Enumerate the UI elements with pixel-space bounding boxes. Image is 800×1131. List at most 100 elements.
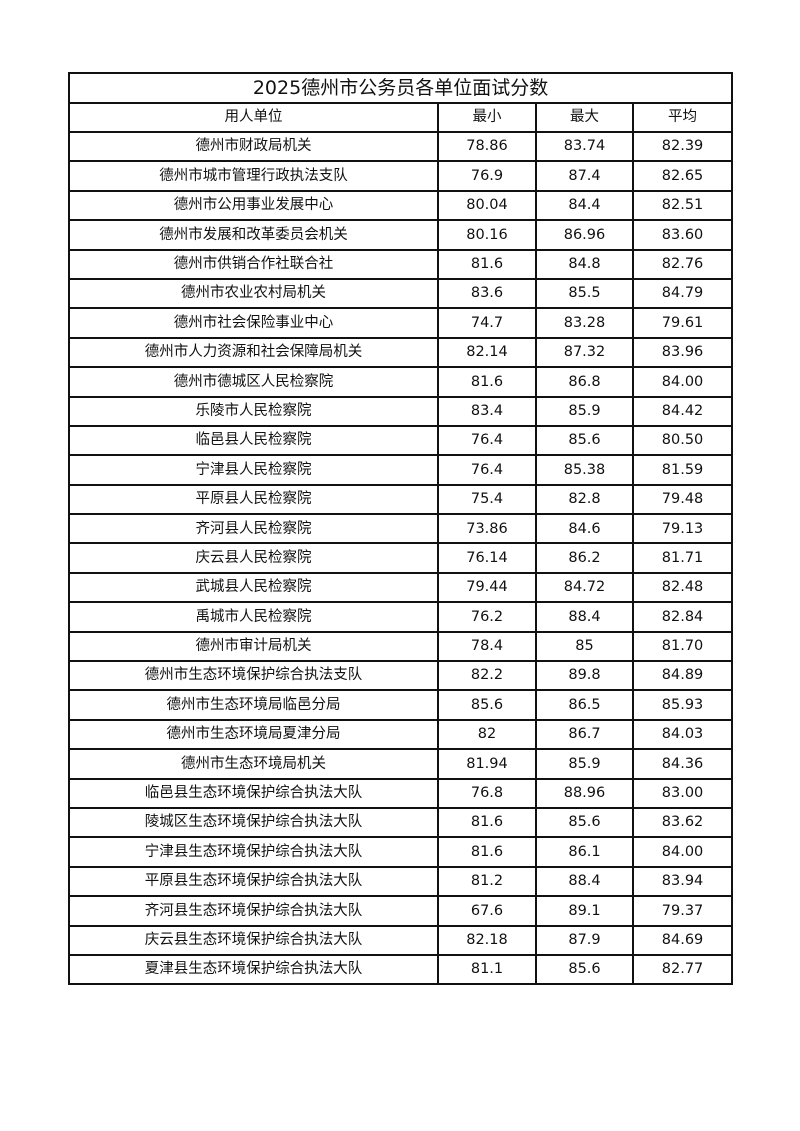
cell-avg: 84.79 <box>631 277 734 310</box>
table-row: 德州市德城区人民检察院 81.6 86.8 84.00 <box>68 366 734 398</box>
cell-avg: 84.00 <box>631 836 734 868</box>
cell-unit: 德州市公用事业发展中心 <box>68 189 439 222</box>
cell-max: 85.6 <box>535 806 634 839</box>
cell-max: 84.8 <box>535 248 634 280</box>
table-row: 平原县生态环境保护综合执法大队 81.2 88.4 83.94 <box>68 865 734 898</box>
cell-min: 80.16 <box>437 219 537 251</box>
cell-min: 82.2 <box>437 660 537 692</box>
table-row: 德州市城市管理行政执法支队 76.9 87.4 82.65 <box>68 160 734 192</box>
cell-max: 87.4 <box>535 160 634 192</box>
cell-min: 82.18 <box>437 924 537 956</box>
cell-max: 88.4 <box>535 865 634 898</box>
table-row: 平原县人民检察院 75.4 82.8 79.48 <box>68 483 734 516</box>
cell-avg: 82.65 <box>631 160 734 192</box>
cell-min: 82.14 <box>437 336 537 369</box>
cell-max: 83.74 <box>535 130 634 163</box>
cell-max: 86.7 <box>535 718 634 751</box>
table-row: 禹城市人民检察院 76.2 88.4 82.84 <box>68 601 734 633</box>
table-row: 陵城区生态环境保护综合执法大队 81.6 85.6 83.62 <box>68 806 734 839</box>
cell-avg: 79.13 <box>631 513 734 545</box>
table-row: 宁津县人民检察院 76.4 85.38 81.59 <box>68 454 734 486</box>
cell-avg: 79.48 <box>631 483 734 516</box>
table-row: 齐河县人民检察院 73.86 84.6 79.13 <box>68 513 734 545</box>
cell-unit: 宁津县生态环境保护综合执法大队 <box>68 836 439 868</box>
header-avg: 平均 <box>631 102 734 133</box>
cell-min: 81.6 <box>437 806 537 839</box>
header-min: 最小 <box>437 102 537 133</box>
cell-max: 88.4 <box>535 601 634 633</box>
cell-min: 83.4 <box>437 395 537 427</box>
table-row: 武城县人民检察院 79.44 84.72 82.48 <box>68 571 734 604</box>
cell-min: 81.94 <box>437 748 537 780</box>
cell-avg: 84.69 <box>631 924 734 956</box>
cell-unit: 德州市生态环境局临邑分局 <box>68 689 439 721</box>
cell-max: 87.9 <box>535 924 634 956</box>
cell-max: 86.1 <box>535 836 634 868</box>
cell-avg: 82.48 <box>631 571 734 604</box>
cell-avg: 82.77 <box>631 953 734 986</box>
cell-avg: 80.50 <box>631 424 734 457</box>
cell-min: 76.9 <box>437 160 537 192</box>
cell-unit: 德州市财政局机关 <box>68 130 439 163</box>
cell-avg: 83.94 <box>631 865 734 898</box>
cell-min: 76.4 <box>437 454 537 486</box>
cell-unit: 陵城区生态环境保护综合执法大队 <box>68 806 439 839</box>
table-row: 德州市人力资源和社会保障局机关 82.14 87.32 83.96 <box>68 336 734 369</box>
cell-min: 85.6 <box>437 689 537 721</box>
cell-max: 85 <box>535 630 634 663</box>
cell-max: 85.9 <box>535 748 634 780</box>
cell-min: 76.14 <box>437 542 537 574</box>
cell-min: 75.4 <box>437 483 537 516</box>
cell-min: 76.2 <box>437 601 537 633</box>
cell-avg: 84.00 <box>631 366 734 398</box>
cell-min: 82 <box>437 718 537 751</box>
table-row: 庆云县人民检察院 76.14 86.2 81.71 <box>68 542 734 574</box>
cell-avg: 84.89 <box>631 660 734 692</box>
cell-avg: 83.96 <box>631 336 734 369</box>
cell-max: 85.6 <box>535 424 634 457</box>
cell-max: 82.8 <box>535 483 634 516</box>
cell-unit: 临邑县人民检察院 <box>68 424 439 457</box>
table-row: 乐陵市人民检察院 83.4 85.9 84.42 <box>68 395 734 427</box>
cell-min: 83.6 <box>437 277 537 310</box>
cell-max: 86.2 <box>535 542 634 574</box>
cell-max: 83.28 <box>535 307 634 339</box>
interview-score-table: 2025德州市公务员各单位面试分数 用人单位 最小 最大 平均 德州市财政局机关… <box>67 72 734 986</box>
cell-avg: 82.51 <box>631 189 734 222</box>
cell-min: 80.04 <box>437 189 537 222</box>
cell-min: 67.6 <box>437 895 537 927</box>
table-row: 德州市发展和改革委员会机关 80.16 86.96 83.60 <box>68 219 734 251</box>
cell-avg: 84.36 <box>631 748 734 780</box>
cell-unit: 德州市城市管理行政执法支队 <box>68 160 439 192</box>
cell-avg: 83.60 <box>631 219 734 251</box>
cell-min: 81.6 <box>437 248 537 280</box>
cell-unit: 德州市发展和改革委员会机关 <box>68 219 439 251</box>
cell-max: 86.5 <box>535 689 634 721</box>
table-row: 德州市社会保险事业中心 74.7 83.28 79.61 <box>68 307 734 339</box>
table-row: 德州市审计局机关 78.4 85 81.70 <box>68 630 734 663</box>
cell-max: 84.6 <box>535 513 634 545</box>
cell-unit: 平原县人民检察院 <box>68 483 439 516</box>
cell-min: 73.86 <box>437 513 537 545</box>
cell-max: 89.1 <box>535 895 634 927</box>
table-row: 夏津县生态环境保护综合执法大队 81.1 85.6 82.77 <box>68 953 734 986</box>
header-max: 最大 <box>535 102 634 133</box>
cell-max: 86.8 <box>535 366 634 398</box>
cell-unit: 德州市人力资源和社会保障局机关 <box>68 336 439 369</box>
cell-max: 84.4 <box>535 189 634 222</box>
table-row: 德州市公用事业发展中心 80.04 84.4 82.51 <box>68 189 734 222</box>
table-row: 德州市生态环境局临邑分局 85.6 86.5 85.93 <box>68 689 734 721</box>
cell-avg: 82.39 <box>631 130 734 163</box>
cell-unit: 禹城市人民检察院 <box>68 601 439 633</box>
cell-max: 85.5 <box>535 277 634 310</box>
table-row: 德州市农业农村局机关 83.6 85.5 84.79 <box>68 277 734 310</box>
cell-max: 85.38 <box>535 454 634 486</box>
cell-max: 85.9 <box>535 395 634 427</box>
cell-unit: 宁津县人民检察院 <box>68 454 439 486</box>
cell-avg: 79.37 <box>631 895 734 927</box>
table-row: 德州市供销合作社联合社 81.6 84.8 82.76 <box>68 248 734 280</box>
table-title: 2025德州市公务员各单位面试分数 <box>67 72 734 104</box>
cell-unit: 德州市社会保险事业中心 <box>68 307 439 339</box>
cell-avg: 82.84 <box>631 601 734 633</box>
cell-unit: 武城县人民检察院 <box>68 571 439 604</box>
